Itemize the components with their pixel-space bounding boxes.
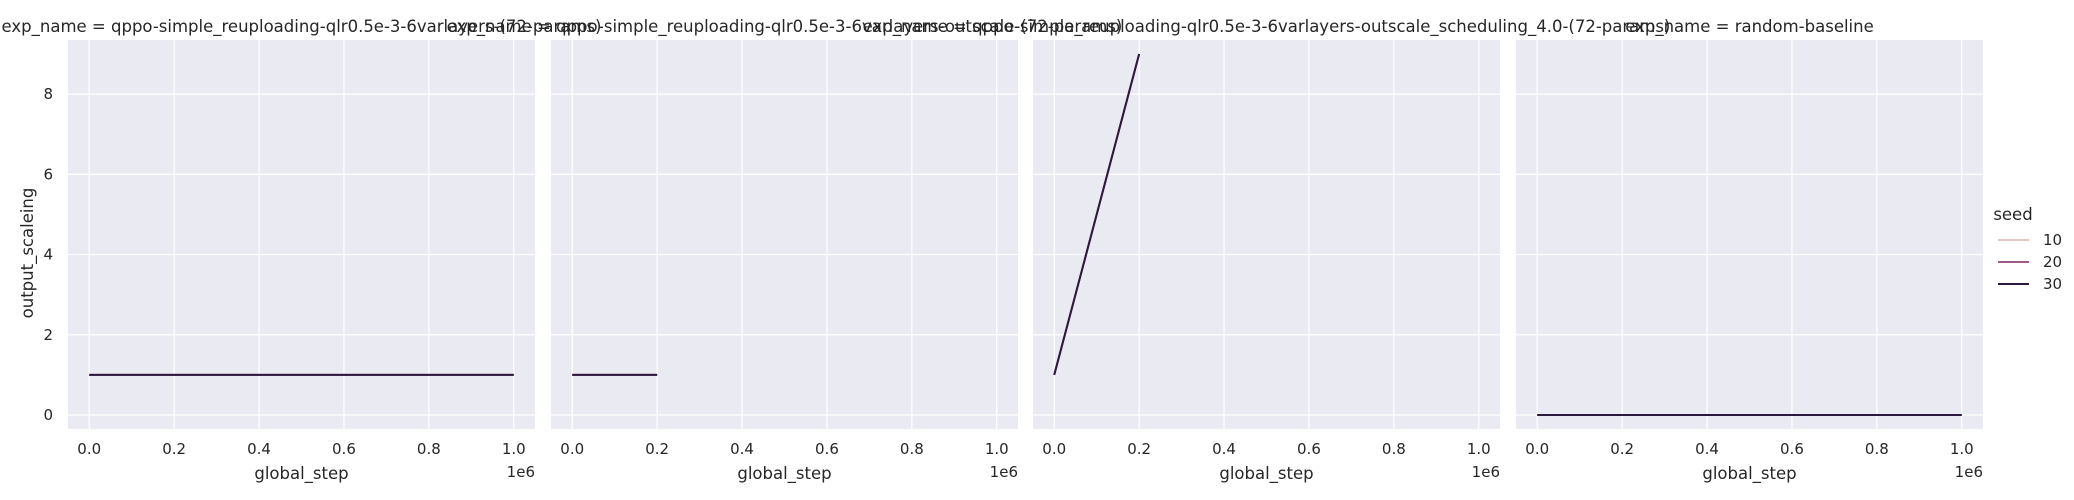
x-axis-label: global_step [1702,464,1796,484]
x-tick-label: 1.0 [985,440,1009,458]
x-axis-label: global_step [254,464,348,484]
x-tick-label: 0.6 [332,440,356,458]
legend-label: 30 [2043,275,2062,293]
plot-background [551,40,1018,429]
x-tick-label: 1.0 [1950,440,1974,458]
panel-2: 0.0 0.2 0.4 0.6 0.8 1.0 1e6 global_step exp_name… [447,17,1123,484]
plot-background [68,40,535,429]
x-tick-label: 0.2 [645,440,669,458]
x-tick-label: 0.4 [730,440,754,458]
plot-background [1516,40,1983,429]
plot-background [1033,40,1500,429]
legend: seed 10 20 30 [1993,205,2062,293]
x-offset-text: 1e6 [990,463,1018,481]
x-axis-label: global_step [1219,464,1313,484]
legend-label: 20 [2043,253,2062,271]
x-tick-label: 0.0 [1525,440,1549,458]
legend-label: 10 [2043,231,2062,249]
x-tick-label: 0.6 [815,440,839,458]
x-tick-label: 0.6 [1297,440,1321,458]
panel-4: 0.0 0.2 0.4 0.6 0.8 1.0 1e6 global_step exp_name… [1516,17,1983,484]
x-tick-label: 0.2 [162,440,186,458]
x-offset-text: 1e6 [1472,463,1500,481]
x-tick-label: 0.0 [77,440,101,458]
panel-title: exp_name = qppo-simple_reuploading-qlr0.… [863,17,1671,37]
y-tick-label: 4 [43,246,53,264]
y-tick-label: 0 [43,406,53,424]
legend-title: seed [1993,205,2032,224]
legend-items: 10 20 30 [1998,231,2062,293]
x-tick-label: 0.0 [1042,440,1066,458]
x-tick-label: 0.2 [1127,440,1151,458]
x-offset-text: 1e6 [1955,463,1983,481]
panel-1: 0.0 0.2 0.4 0.6 0.8 1.0 1e6 0 2 4 6 8 global_step exp… [2,17,602,484]
panel-title: exp_name = random-baseline [1625,17,1874,37]
x-tick-label: 0.8 [1865,440,1889,458]
panel-title: exp_name = qppo-simple_reuploading-qlr0.… [447,17,1123,37]
x-tick-label: 0.8 [1382,440,1406,458]
x-tick-label: 0.4 [247,440,271,458]
panel-3: 0.0 0.2 0.4 0.6 0.8 1.0 1e6 global_step exp_name… [863,17,1671,484]
panel-title: exp_name = qppo-simple_reuploading-qlr0.… [2,17,602,37]
y-tick-label: 2 [43,326,53,344]
x-tick-label: 0.6 [1780,440,1804,458]
x-offset-text: 1e6 [507,463,535,481]
panels-group: 0.0 0.2 0.4 0.6 0.8 1.0 1e6 0 2 4 6 8 global_step exp… [2,17,1983,484]
x-tick-label: 0.0 [560,440,584,458]
y-tick-label: 6 [43,165,53,183]
x-tick-label: 0.2 [1610,440,1634,458]
x-tick-label: 1.0 [1467,440,1491,458]
x-tick-label: 0.8 [417,440,441,458]
x-tick-label: 0.8 [900,440,924,458]
y-tick-label: 8 [43,85,53,103]
x-tick-label: 0.4 [1695,440,1719,458]
y-axis-label: output_scaleing [18,188,38,319]
series-line-seed-30 [1053,53,1141,376]
x-tick-label: 0.4 [1212,440,1236,458]
x-tick-label: 1.0 [502,440,526,458]
x-axis-label: global_step [737,464,831,484]
